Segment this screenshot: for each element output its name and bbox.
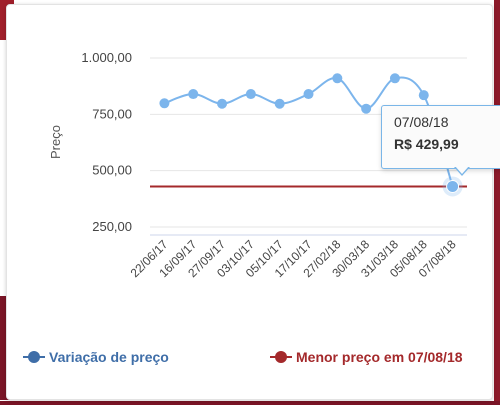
tooltip-price: R$ 429,99 <box>394 136 459 152</box>
background-bar <box>0 401 500 405</box>
background-strip <box>494 0 500 405</box>
tooltip-date: 07/08/18 <box>394 114 449 130</box>
data-point <box>361 103 372 114</box>
tooltip-arrow-fill <box>455 166 469 174</box>
legend-item-lowest-price[interactable]: Menor preço em 07/08/18 <box>270 349 463 365</box>
y-tick-label: 250,00 <box>92 219 132 234</box>
reference-marker-icon <box>270 350 292 364</box>
data-point <box>332 73 343 84</box>
data-point <box>188 89 199 100</box>
price-chart: 1.000,00750,00500,00250,00Preço22/06/171… <box>48 50 467 280</box>
data-point <box>217 98 228 109</box>
y-tick-label: 750,00 <box>92 106 132 121</box>
legend-item-price-variation[interactable]: Variação de preço <box>23 349 169 365</box>
y-tick-label: 500,00 <box>92 163 132 178</box>
legend-label-lowest-price: Menor preço em 07/08/18 <box>296 349 463 365</box>
data-point <box>274 98 285 109</box>
data-point <box>245 89 256 100</box>
y-axis-label: Preço <box>48 125 63 159</box>
data-point <box>303 89 314 100</box>
data-point <box>418 90 429 101</box>
data-point <box>446 179 460 193</box>
y-tick-label: 1.000,00 <box>81 50 132 65</box>
data-point <box>389 73 400 84</box>
price-history-card: 1.000,00 750,00 500,00 250,00 Preço 22/06/17 1… <box>6 4 500 400</box>
legend-label-price-variation: Variação de preço <box>49 349 169 365</box>
data-point <box>159 98 170 109</box>
price-tooltip: 07/08/18 R$ 429,99 <box>381 105 500 176</box>
series-marker-icon <box>23 350 45 364</box>
